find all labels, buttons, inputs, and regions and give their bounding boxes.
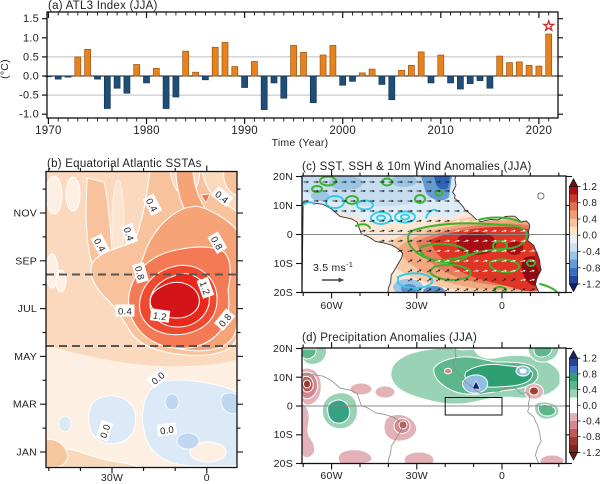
svg-text:-0.8: -0.8 [583,432,600,443]
svg-text:0.4: 0.4 [121,226,136,243]
svg-text:30W: 30W [101,472,123,484]
svg-text:(°C): (°C) [0,59,11,79]
svg-text:-1.2: -1.2 [583,280,600,291]
svg-text:0.8: 0.8 [583,369,598,380]
svg-text:0.0: 0.0 [23,71,39,83]
svg-text:1990: 1990 [231,125,258,137]
svg-text:0: 0 [204,472,210,484]
svg-text:1980: 1980 [133,125,160,137]
svg-text:0.0: 0.0 [99,423,114,440]
svg-text:0.8: 0.8 [132,265,146,281]
svg-text:-0.8: -0.8 [583,263,600,274]
svg-text:0.5: 0.5 [23,51,39,63]
svg-text:-0.4: -0.4 [583,417,600,428]
svg-text:0: 0 [287,229,293,241]
svg-text:20N: 20N [273,171,293,183]
svg-text:0.4: 0.4 [583,215,598,226]
svg-text:(a) ATL3 Index (JJA): (a) ATL3 Index (JJA) [48,0,158,12]
svg-text:1.5: 1.5 [23,13,39,25]
svg-text:-0.5: -0.5 [19,90,39,102]
svg-text:2000: 2000 [329,125,356,137]
svg-text:60W: 60W [320,470,342,482]
svg-text:1970: 1970 [35,125,62,137]
svg-text:MAR: MAR [13,399,37,411]
svg-text:-0.4: -0.4 [583,247,600,258]
svg-text:10N: 10N [273,372,293,384]
svg-text:3.5 ms-1: 3.5 ms-1 [313,260,353,274]
svg-text:0.0: 0.0 [159,425,174,438]
svg-text:20S: 20S [274,287,293,299]
svg-text:MAY: MAY [14,351,37,363]
svg-text:JUL: JUL [18,303,37,315]
svg-text:10S: 10S [274,258,293,270]
svg-text:1.2: 1.2 [197,280,212,297]
svg-text:30W: 30W [406,470,428,482]
svg-text:1.2: 1.2 [152,311,167,324]
svg-text:Time (Year): Time (Year) [272,137,329,149]
svg-text:SEP: SEP [15,255,37,267]
svg-text:30W: 30W [406,300,428,312]
svg-text:20N: 20N [273,343,293,355]
svg-text:10N: 10N [273,200,293,212]
svg-text:1.2: 1.2 [583,354,598,365]
svg-text:0: 0 [499,300,505,312]
svg-text:60W: 60W [320,300,342,312]
svg-text:0.0: 0.0 [583,231,598,242]
svg-text:2020: 2020 [526,125,553,137]
svg-text:0: 0 [287,401,293,413]
svg-text:1.2: 1.2 [583,182,598,193]
svg-text:-1.0: -1.0 [19,109,39,121]
svg-text:0.4: 0.4 [118,307,132,318]
svg-text:(d) Precipitation Anomalies (J: (d) Precipitation Anomalies (JJA) [302,332,477,344]
svg-text:-1.2: -1.2 [583,448,600,459]
svg-text:10S: 10S [274,429,293,441]
svg-text:0: 0 [499,470,505,482]
svg-text:JAN: JAN [16,447,37,459]
svg-text:2010: 2010 [428,125,455,137]
svg-text:0.0: 0.0 [583,401,598,412]
svg-text:0.8: 0.8 [583,198,598,209]
svg-text:(b) Equatorial Atlantic SSTAs: (b) Equatorial Atlantic SSTAs [47,158,202,170]
svg-text:20S: 20S [274,458,293,470]
svg-text:0.4: 0.4 [583,385,598,396]
svg-text:(c) SST, SSH & 10m Wind Anomal: (c) SST, SSH & 10m Wind Anomalies (JJA) [302,161,532,173]
svg-text:1.0: 1.0 [23,32,39,44]
svg-text:NOV: NOV [13,208,37,220]
